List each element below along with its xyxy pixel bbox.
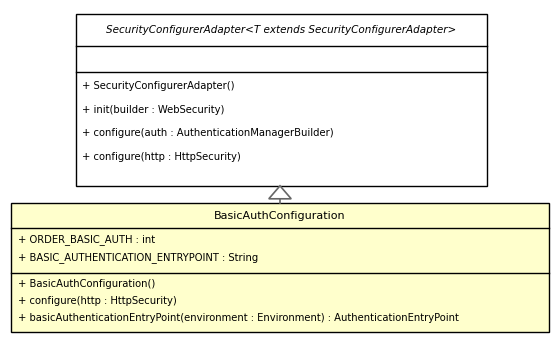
Text: + init(builder : WebSecurity): + init(builder : WebSecurity) — [82, 105, 225, 115]
Text: SecurityConfigurerAdapter<T extends SecurityConfigurerAdapter>: SecurityConfigurerAdapter<T extends Secu… — [106, 25, 456, 35]
Text: + SecurityConfigurerAdapter(): + SecurityConfigurerAdapter() — [82, 81, 235, 91]
Text: + ORDER_BASIC_AUTH : int: + ORDER_BASIC_AUTH : int — [18, 235, 155, 246]
Text: + basicAuthenticationEntryPoint(environment : Environment) : AuthenticationEntry: + basicAuthenticationEntryPoint(environm… — [18, 313, 459, 323]
Text: + configure(auth : AuthenticationManagerBuilder): + configure(auth : AuthenticationManager… — [82, 129, 334, 138]
Bar — [11, 203, 549, 332]
Text: BasicAuthConfiguration: BasicAuthConfiguration — [214, 211, 346, 221]
Text: + configure(http : HttpSecurity): + configure(http : HttpSecurity) — [82, 152, 241, 162]
Text: + configure(http : HttpSecurity): + configure(http : HttpSecurity) — [18, 296, 176, 306]
Text: + BASIC_AUTHENTICATION_ENTRYPOINT : String: + BASIC_AUTHENTICATION_ENTRYPOINT : Stri… — [18, 252, 258, 263]
Polygon shape — [269, 186, 291, 199]
Text: + BasicAuthConfiguration(): + BasicAuthConfiguration() — [18, 279, 155, 289]
Bar — [76, 14, 487, 186]
